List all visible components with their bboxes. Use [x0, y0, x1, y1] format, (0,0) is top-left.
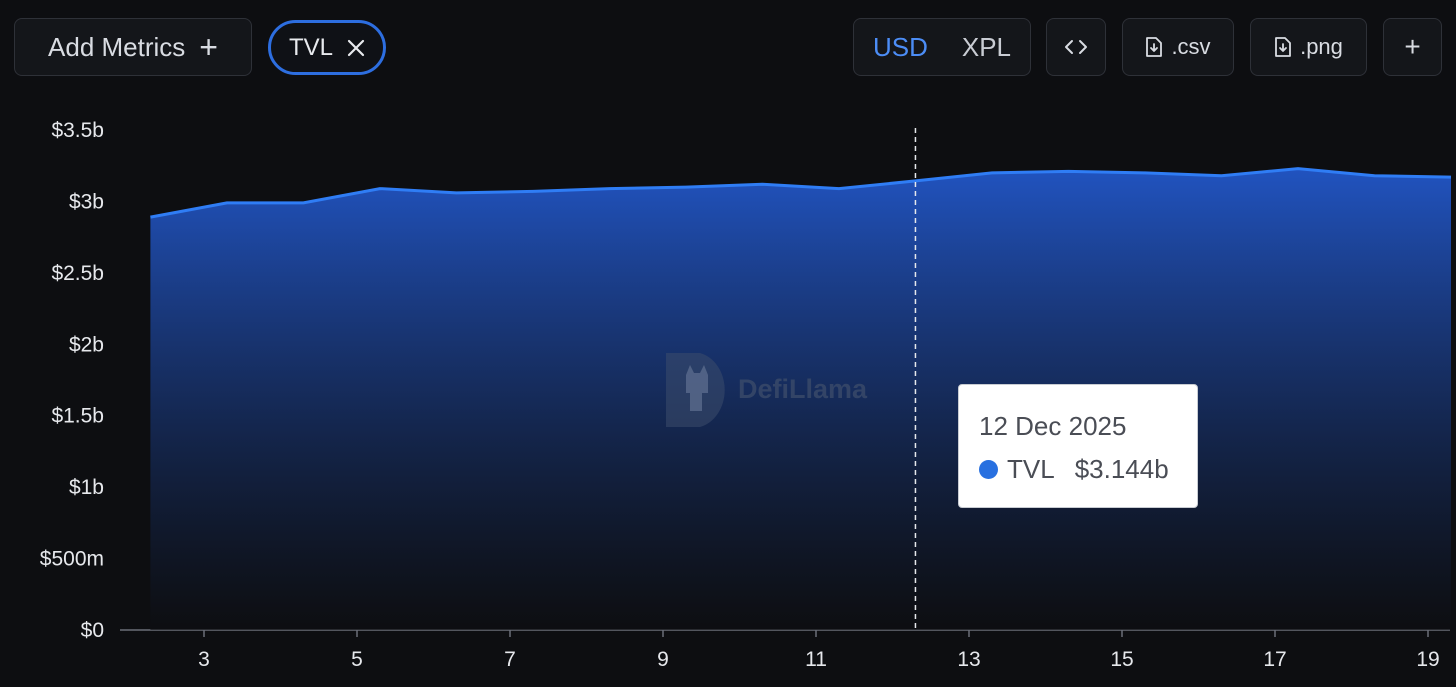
- plus-icon: +: [1404, 31, 1421, 62]
- file-download-icon: [1146, 37, 1163, 57]
- y-tick-label: $500m: [40, 548, 104, 571]
- tooltip-date: 12 Dec 2025: [979, 411, 1127, 441]
- y-tick-label: $1b: [69, 476, 104, 499]
- y-tick-label: $0: [81, 619, 104, 642]
- llama-logo-icon: [666, 353, 725, 427]
- defillama-watermark: DefiLlama: [662, 348, 902, 430]
- y-axis: $0 $500m $1b $1.5b $2b $2.5b $3b $3.5b: [40, 119, 104, 642]
- embed-button[interactable]: [1046, 18, 1106, 76]
- x-tick-label: 3: [198, 648, 210, 671]
- metric-chip-label: TVL: [288, 33, 333, 61]
- x-tick-label: 5: [351, 648, 363, 671]
- currency-option-usd[interactable]: USD: [872, 31, 928, 62]
- add-metrics-button[interactable]: Add Metrics +: [14, 18, 252, 76]
- y-tick-label: $3b: [69, 190, 104, 213]
- tooltip-row: TVL $3.144b: [979, 454, 1197, 485]
- x-tick-label: 9: [657, 648, 669, 671]
- download-csv-button[interactable]: .csv: [1122, 18, 1234, 76]
- download-png-button[interactable]: .png: [1250, 18, 1367, 76]
- more-options-button[interactable]: +: [1383, 18, 1442, 76]
- tvl-area: [150, 168, 1451, 630]
- series-dot-icon: [979, 460, 998, 479]
- tvl-line: [150, 167, 1452, 219]
- code-icon: [1065, 40, 1087, 54]
- y-tick-label: $2b: [69, 333, 104, 356]
- chart-tooltip: 12 Dec 2025 TVL $3.144b: [958, 384, 1198, 508]
- tooltip-series: TVL: [1007, 454, 1055, 484]
- x-tick-label: 7: [504, 648, 516, 671]
- tooltip-value: $3.144b: [1074, 454, 1169, 484]
- currency-option-xpl[interactable]: XPL: [961, 31, 1012, 62]
- x-tick-label: 11: [805, 648, 827, 671]
- plus-icon: +: [199, 29, 218, 65]
- metric-chip-tvl[interactable]: TVL: [268, 20, 386, 75]
- y-tick-label: $3.5b: [51, 119, 104, 142]
- close-icon[interactable]: [347, 39, 365, 57]
- png-label: .png: [1300, 34, 1343, 59]
- x-tick-label: 19: [1416, 648, 1439, 671]
- currency-toggle: USD XPL: [853, 18, 1031, 76]
- file-download-icon: [1275, 37, 1291, 57]
- y-tick-label: $2.5b: [51, 262, 104, 285]
- x-tick-label: 17: [1263, 648, 1286, 671]
- x-tick-label: 15: [1110, 648, 1133, 671]
- watermark-text: DefiLlama: [738, 373, 868, 404]
- x-tick-label: 13: [957, 648, 980, 671]
- x-axis: 3 5 7 9 11 13 15 17 19: [120, 629, 1450, 671]
- csv-label: .csv: [1171, 34, 1211, 59]
- add-metrics-label: Add Metrics: [48, 31, 186, 62]
- y-tick-label: $1.5b: [51, 405, 104, 428]
